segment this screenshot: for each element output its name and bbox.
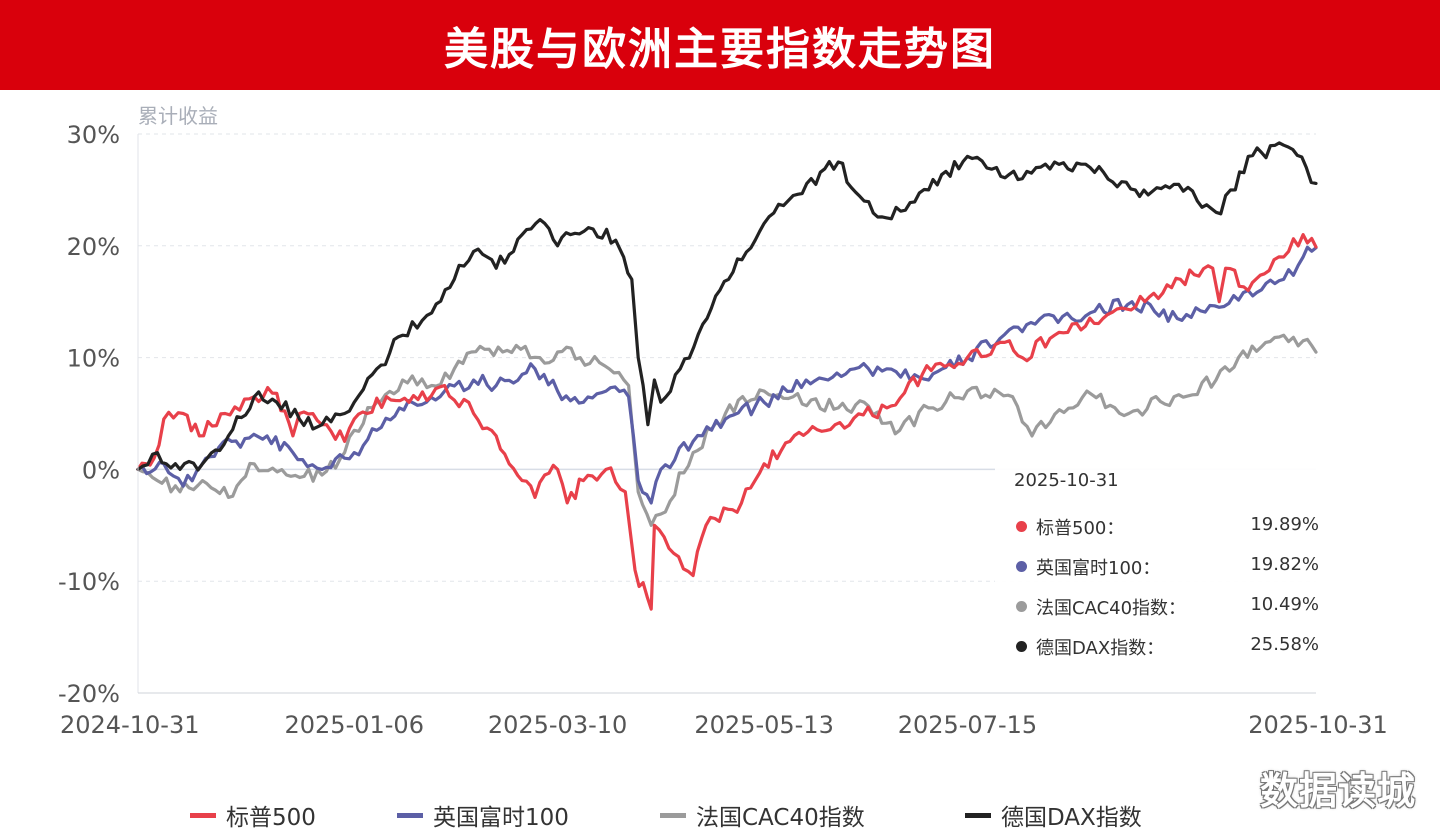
tooltip-row-ftse100: 英国富时100： 19.82% [1014,554,1319,579]
legend-label: 标普500 [226,805,316,831]
legend-label: 德国DAX指数 [1001,805,1142,831]
y-axis-label: 累计收益 [138,104,218,128]
legend-label: 法国CAC40指数 [696,805,865,831]
tooltip-row-dax: 德国DAX指数： 25.58% [1014,634,1319,659]
x-tick-label: 2025-07-15 [898,711,1037,739]
dax-dot-icon [1016,641,1027,652]
x-tick-label: 2025-10-31 [1248,711,1387,739]
tooltip-series-name: 英国富时100： [1036,558,1161,579]
dax-swatch-icon [965,812,991,818]
watermark-text: 数据读城 [1259,769,1416,813]
x-tick-label: 2025-05-13 [694,711,833,739]
tooltip-row-cac40: 法国CAC40指数： 10.49% [1014,594,1319,619]
legend-item-ftse100[interactable]: 英国富时100 [397,800,569,831]
series-line-3 [136,141,1318,472]
y-tick-label: -10% [58,568,120,596]
cac40-swatch-icon [660,812,686,818]
title-banner: 美股与欧洲主要指数走势图 [0,0,1440,90]
tooltip-date: 2025-10-31 [1014,470,1119,491]
legend-label: 英国富时100 [433,805,569,831]
chart-title: 美股与欧洲主要指数走势图 [444,24,996,75]
sp500-dot-icon [1016,521,1027,532]
series-line-1 [136,245,1318,505]
legend-item-dax[interactable]: 德国DAX指数 [965,800,1142,831]
legend-item-sp500[interactable]: 标普500 [190,800,316,831]
series-line-2 [136,333,1318,527]
tooltip-panel: 2025-10-31 标普500： 19.89% 英国富时100： 19.82%… [995,460,1330,686]
legend-item-cac40[interactable]: 法国CAC40指数 [660,800,865,831]
y-tick-label: 20% [67,233,120,261]
ftse100-swatch-icon [397,812,423,818]
tooltip-series-value: 19.89% [1250,514,1319,535]
cac40-dot-icon [1016,601,1027,612]
tooltip-series-name: 德国DAX指数： [1036,638,1165,659]
x-tick-label: 2025-01-06 [284,711,423,739]
y-tick-label: 10% [67,345,120,373]
tooltip-series-value: 25.58% [1250,634,1319,655]
sp500-swatch-icon [190,812,216,818]
tooltip-row-sp500: 标普500： 19.89% [1014,514,1319,539]
tooltip-series-name: 标普500： [1036,518,1125,539]
tooltip-series-value: 10.49% [1250,594,1319,615]
x-tick-label: 2024-10-31 [60,711,199,739]
ftse100-dot-icon [1016,561,1027,572]
tooltip-series-name: 法国CAC40指数： [1036,598,1187,619]
chart-legend: 标普500 英国富时100 法国CAC40指数 德国DAX指数 [0,800,1440,831]
y-tick-label: 30% [67,121,120,149]
series-line-0 [136,233,1318,611]
x-tick-label: 2025-03-10 [488,711,627,739]
y-tick-label: -20% [58,680,120,708]
y-tick-label: 0% [82,456,120,484]
tooltip-series-value: 19.82% [1250,554,1319,575]
